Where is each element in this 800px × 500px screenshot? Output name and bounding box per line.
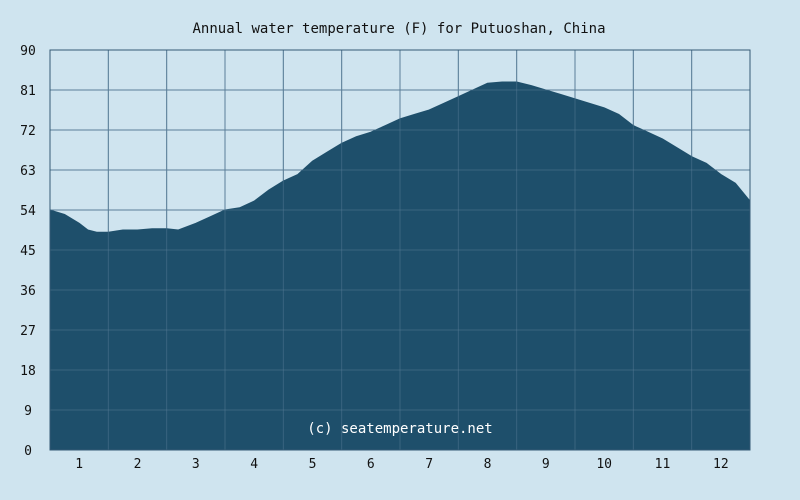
y-tick-label: 54 xyxy=(20,204,36,219)
x-tick-label: 9 xyxy=(542,457,550,472)
y-axis-ticks: 0 9 18 27 36 45 54 63 72 81 90 xyxy=(20,44,36,459)
x-tick-label: 6 xyxy=(367,457,375,472)
y-tick-label: 72 xyxy=(20,124,36,139)
x-tick-label: 5 xyxy=(309,457,317,472)
y-tick-label: 18 xyxy=(20,364,36,379)
x-axis-ticks: 1 2 3 4 5 6 7 8 9 10 11 12 xyxy=(75,457,728,472)
temperature-area xyxy=(49,81,751,451)
y-tick-label: 45 xyxy=(20,244,36,259)
area-layer xyxy=(49,81,751,451)
chart-title: Annual water temperature (F) for Putuosh… xyxy=(192,21,605,37)
x-tick-label: 11 xyxy=(655,457,671,472)
y-tick-label: 0 xyxy=(24,444,32,459)
x-tick-label: 4 xyxy=(250,457,258,472)
x-tick-label: 2 xyxy=(134,457,142,472)
y-tick-label: 9 xyxy=(24,404,32,419)
y-tick-label: 90 xyxy=(20,44,36,59)
x-tick-label: 8 xyxy=(484,457,492,472)
x-tick-label: 3 xyxy=(192,457,200,472)
watermark: (c) seatemperature.net xyxy=(307,421,492,437)
x-tick-label: 12 xyxy=(713,457,729,472)
y-tick-label: 63 xyxy=(20,164,36,179)
plot-border xyxy=(49,49,751,451)
y-tick-label: 27 xyxy=(20,324,36,339)
y-tick-label: 81 xyxy=(20,84,36,99)
x-tick-label: 1 xyxy=(75,457,83,472)
x-tick-label: 10 xyxy=(596,457,612,472)
y-tick-label: 36 xyxy=(20,284,36,299)
x-tick-label: 7 xyxy=(425,457,433,472)
